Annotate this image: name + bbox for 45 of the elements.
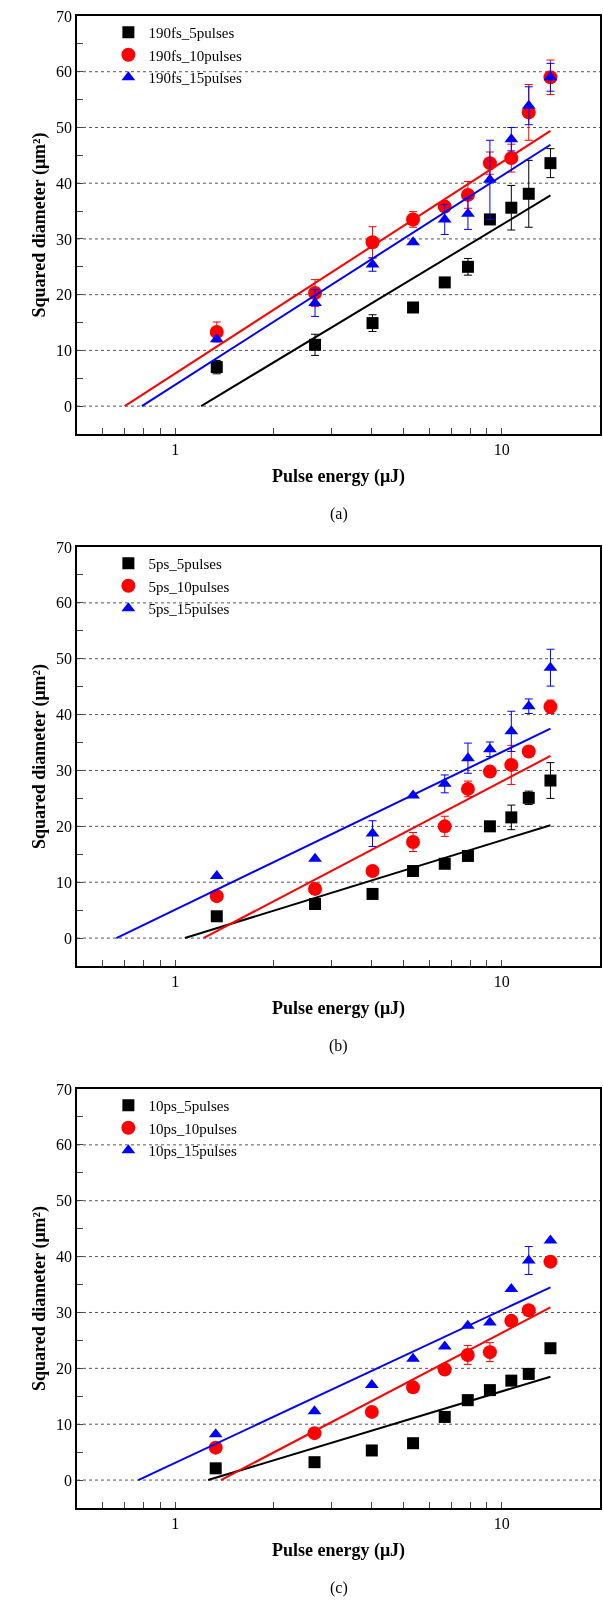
text: (a) [330, 505, 348, 523]
y-tick-label: 50 [56, 1192, 73, 1210]
y-tick-label: 30 [56, 1304, 73, 1322]
y-tick-label: 30 [56, 230, 73, 248]
y-axis-title: Squared diameter (μm²) [28, 132, 50, 318]
y-tick-label: 70 [56, 538, 73, 556]
y-tick-label: 40 [56, 1248, 73, 1266]
x-tick-label: 1 [171, 1514, 180, 1532]
y-axis-title: Squared diameter (μm²) [28, 1206, 50, 1391]
text: (c) [330, 1579, 348, 1597]
x-axis-title: Pulse energy (μJ) [271, 997, 406, 1019]
y-tick-label: 20 [56, 286, 73, 304]
x-axis-title: Pulse energy (μJ) [271, 465, 406, 487]
y-tick-label: 0 [64, 397, 73, 415]
legend-label: 5ps_15pulses [148, 601, 230, 618]
y-tick-label: 20 [56, 1359, 73, 1377]
y-axis-title: Squared diameter (μm²) [28, 664, 50, 849]
legend-label: 5ps_5pulses [148, 556, 222, 573]
y-tick-label: 70 [56, 7, 73, 25]
y-tick-label: 60 [56, 1136, 73, 1154]
x-tick-label: 1 [171, 972, 180, 990]
text: (b) [329, 1037, 348, 1055]
legend-label: 5ps_10pulses [148, 578, 230, 595]
legend-label: 190fs_10pulses [148, 47, 242, 64]
y-tick-label: 60 [56, 594, 73, 612]
y-tick-label: 40 [56, 174, 73, 192]
y-tick-label: 30 [56, 762, 73, 780]
y-tick-label: 10 [56, 873, 73, 891]
y-tick-label: 10 [56, 342, 73, 359]
y-tick-label: 10 [56, 1415, 73, 1433]
y-tick-label: 70 [56, 1080, 73, 1098]
legend-label: 190fs_5pulses [148, 25, 235, 42]
x-tick-label: 1 [171, 440, 180, 458]
y-tick-label: 0 [64, 929, 73, 947]
legend-label: 10ps_15pulses [148, 1143, 237, 1160]
x-axis-title: Pulse energy (μJ) [271, 1539, 406, 1561]
y-tick-label: 60 [56, 63, 73, 81]
legend-label: 10ps_10pulses [148, 1120, 237, 1137]
y-tick-label: 50 [56, 119, 73, 137]
y-tick-label: 0 [64, 1471, 73, 1489]
legend-label: 190fs_15pulses [148, 70, 242, 87]
y-tick-label: 20 [56, 817, 73, 835]
legend-label: 10ps_5pulses [148, 1098, 230, 1115]
y-tick-label: 40 [56, 706, 73, 724]
y-tick-label: 50 [56, 650, 73, 668]
